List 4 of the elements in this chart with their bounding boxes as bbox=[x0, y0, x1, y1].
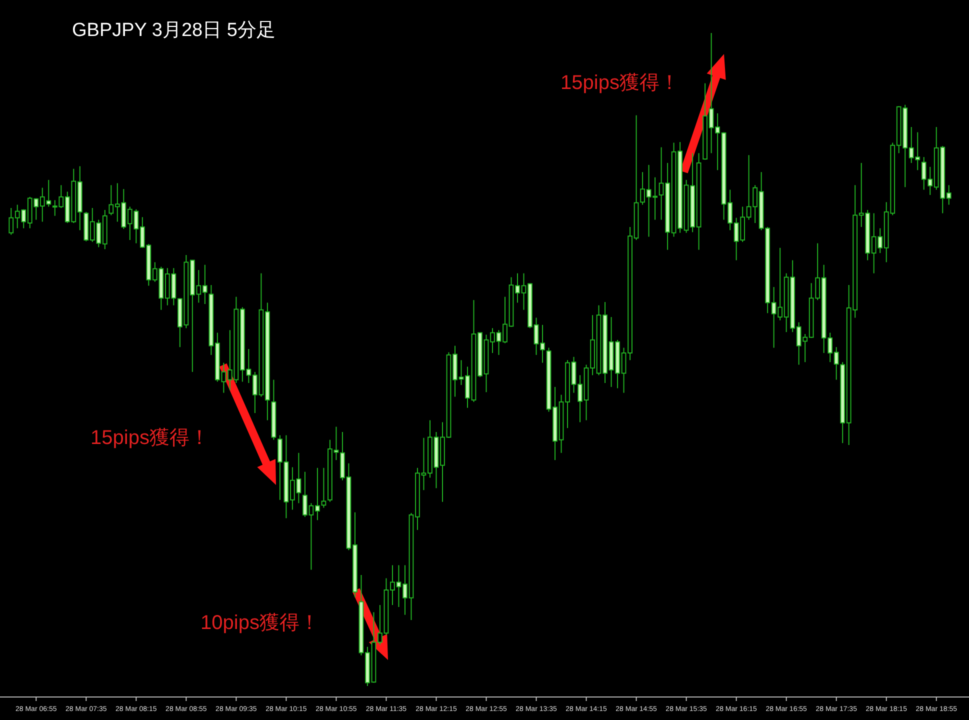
annotation: 10pips獲得！ bbox=[200, 612, 320, 634]
chart-title: GBPJPY 3月28日 5分足 bbox=[72, 20, 276, 41]
annotation: 15pips獲得！ bbox=[90, 427, 210, 449]
annotation: 15pips獲得！ bbox=[560, 72, 680, 94]
